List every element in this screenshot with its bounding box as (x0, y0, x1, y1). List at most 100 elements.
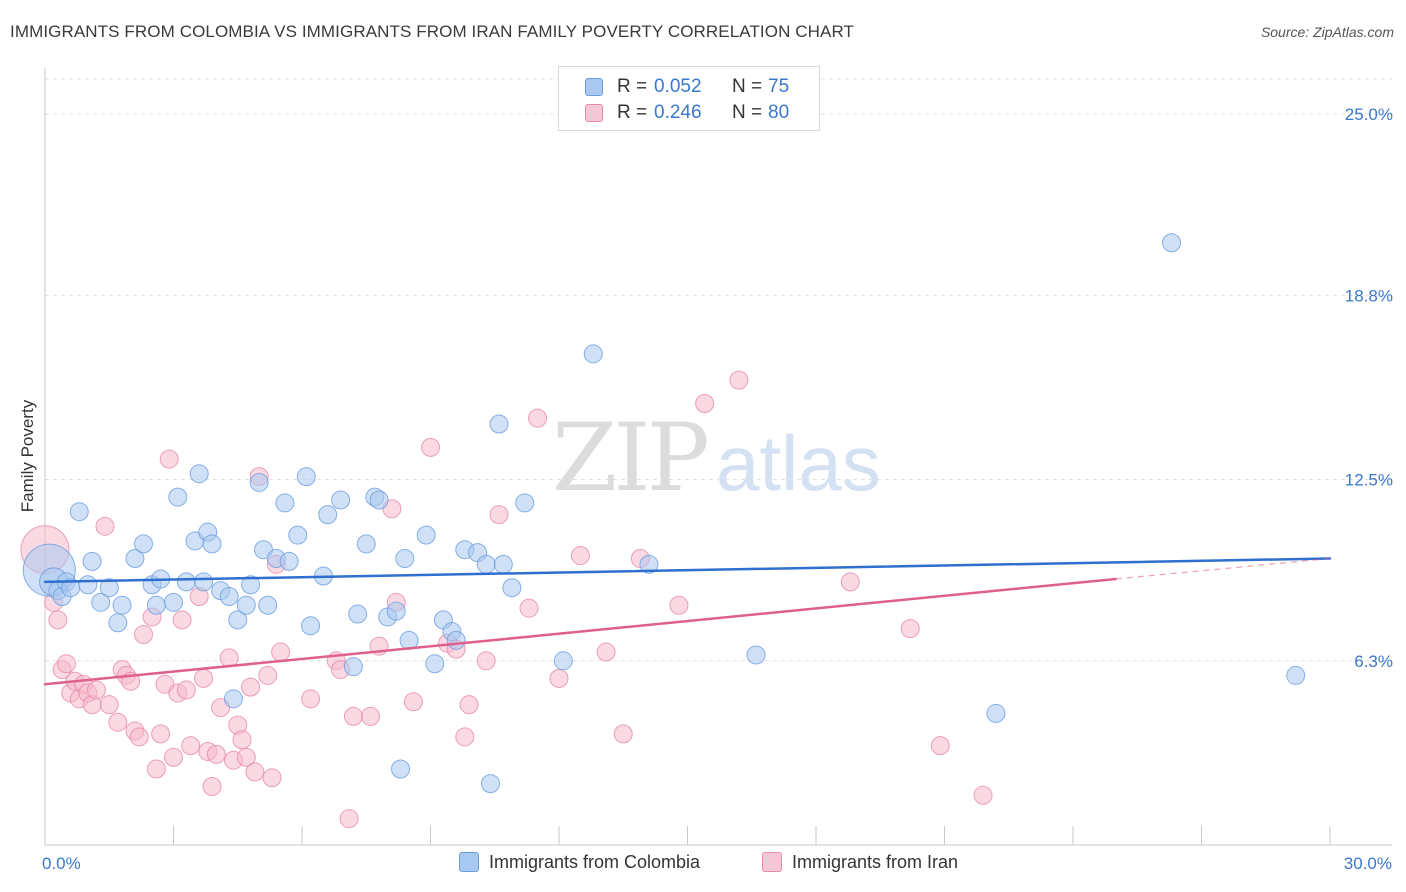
colombia-point (279, 551, 299, 571)
iran-point (669, 595, 689, 615)
colombia-point (288, 525, 308, 545)
iran-point (361, 706, 381, 726)
colombia-point (223, 689, 243, 709)
colombia-point (1286, 665, 1306, 685)
bottom-swatch-colombia (459, 852, 479, 872)
axis-layer (44, 68, 1392, 846)
iran-point (134, 624, 154, 644)
colombia-point (112, 595, 132, 615)
grid-layer (45, 78, 1392, 662)
iran-point (421, 437, 440, 457)
colombia-point (386, 601, 406, 621)
iran-point (241, 677, 261, 697)
colombia-point (331, 490, 351, 510)
iran-trend-extension (1115, 557, 1331, 580)
colombia-point (493, 554, 513, 574)
colombia-point (489, 414, 509, 434)
iran-point (129, 727, 149, 747)
colombia-point (189, 464, 209, 484)
colombia-point (356, 534, 376, 554)
colombia-point (553, 651, 573, 671)
watermark-atlas: atlas (716, 419, 881, 507)
colombia-point (476, 554, 496, 574)
colombia-point (502, 578, 522, 598)
iran-point (232, 730, 252, 750)
colombia-point (125, 548, 145, 568)
colombia-point (395, 548, 415, 568)
iran-trend-line (43, 577, 1118, 686)
iran-point (729, 370, 749, 390)
bottom-legend-label: Immigrants from Iran (792, 852, 959, 872)
colombia-points (22, 233, 1306, 794)
watermark: ZIP atlas (552, 404, 881, 513)
iran-point (695, 394, 715, 414)
colombia-point (146, 595, 166, 615)
colombia-point (236, 595, 256, 615)
legend-r-value: 0.052 (654, 76, 702, 97)
colombia-point (258, 595, 278, 615)
colombia-point (301, 616, 321, 636)
iran-point (86, 680, 106, 700)
iran-point (570, 546, 590, 566)
iran-point (164, 747, 183, 767)
iran-point (301, 689, 321, 709)
iran-point (202, 777, 222, 797)
colombia-point (391, 759, 411, 779)
colombia-point (202, 534, 222, 554)
iran-point (151, 724, 171, 744)
colombia-point (446, 630, 466, 650)
colombia-point (168, 487, 188, 507)
iran-point (596, 642, 616, 662)
colombia-point (318, 505, 338, 525)
chart-title: IMMIGRANTS FROM COLOMBIA VS IMMIGRANTS F… (10, 22, 855, 41)
iran-point (99, 695, 119, 715)
colombia-point (296, 467, 316, 487)
colombia-point (228, 610, 248, 630)
legend-swatch-colombia (585, 78, 603, 96)
iran-point (519, 598, 539, 618)
iran-point (528, 408, 548, 428)
y-tick-label: 18.8% (1345, 286, 1393, 305)
bottom-legend-iran: Immigrants from Iran (762, 852, 958, 873)
iran-point (930, 736, 950, 756)
colombia-point (78, 575, 98, 595)
bottom-legend-label: Immigrants from Colombia (489, 852, 701, 872)
iran-point (181, 736, 201, 756)
iran-point (236, 747, 256, 767)
legend-r-label: R = (617, 76, 648, 97)
bottom-legend-colombia: Immigrants from Colombia (459, 852, 700, 873)
iran-point (159, 449, 179, 469)
legend-r-label: R = (617, 102, 648, 123)
iran-point (339, 809, 359, 829)
iran-point (262, 768, 282, 788)
legend-r-value: 0.246 (654, 102, 702, 123)
tick-layer: 6.3% 12.5% 18.8% 25.0% 0.0% 30.0% (42, 105, 1393, 873)
iran-point (219, 648, 239, 668)
legend-swatch-iran (585, 104, 603, 122)
iran-point (549, 668, 569, 688)
iran-point (900, 619, 920, 639)
colombia-point (249, 472, 269, 492)
bottom-swatch-iran (762, 852, 782, 872)
colombia-point (176, 572, 196, 592)
iran-point (172, 610, 192, 630)
colombia-point (82, 551, 102, 571)
colombia-point (241, 575, 261, 595)
legend-n-label: N = (732, 102, 763, 123)
colombia-point (746, 645, 766, 665)
colombia-point (425, 654, 445, 674)
colombia-point (639, 554, 659, 574)
colombia-point (1162, 233, 1182, 253)
x-tick-label: 0.0% (42, 854, 81, 873)
chart-source: Source: ZipAtlas.com (1260, 24, 1394, 40)
iran-point (176, 680, 196, 700)
iran-point (193, 668, 213, 688)
colombia-point (108, 613, 128, 633)
colombia-point (343, 657, 363, 677)
iran-point (403, 692, 423, 712)
colombia-point (348, 604, 368, 624)
colombia-point (275, 493, 295, 513)
y-tick-label: 12.5% (1345, 471, 1393, 490)
legend-n-value: 80 (768, 102, 790, 123)
